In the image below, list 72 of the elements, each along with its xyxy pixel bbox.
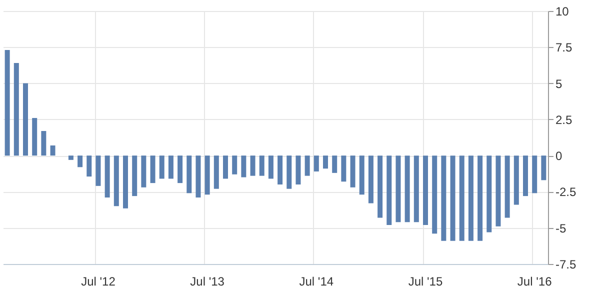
y-tick-label: 10 [556, 4, 570, 18]
bar [514, 156, 519, 205]
x-tick-label: Jul '12 [81, 274, 116, 286]
y-tick-label: -7.5 [556, 258, 577, 272]
bar [532, 156, 538, 194]
y-tick-label: 0 [556, 149, 562, 164]
bar [432, 156, 438, 234]
bar [323, 156, 328, 169]
bar [359, 156, 364, 195]
bar [368, 156, 374, 204]
bar [214, 156, 219, 189]
bar [259, 156, 264, 176]
bar [141, 156, 146, 188]
bar [278, 156, 283, 184]
bar [286, 156, 292, 189]
bar [423, 156, 428, 225]
bar [504, 156, 510, 218]
bar [486, 156, 492, 232]
bar [450, 156, 456, 241]
y-tick-label: -5 [556, 221, 566, 236]
bar [196, 156, 201, 198]
bar [223, 156, 228, 179]
bar [168, 156, 174, 179]
bar [50, 145, 56, 156]
bar [14, 63, 19, 156]
bar [396, 156, 401, 222]
bar [541, 156, 546, 180]
bar [496, 156, 501, 226]
bar [268, 156, 274, 179]
x-tick-label: Jul '15 [408, 274, 443, 286]
bar [41, 130, 46, 156]
bar [468, 156, 474, 241]
bar [86, 156, 92, 177]
bar [341, 156, 346, 182]
bar [441, 156, 446, 241]
y-tick-label: -2.5 [556, 185, 577, 200]
bar [296, 156, 301, 184]
y-tick-label: 2.5 [556, 112, 573, 127]
bar [159, 156, 164, 179]
bar [68, 156, 74, 160]
bar [523, 156, 528, 196]
bar [386, 156, 392, 225]
bar [378, 156, 383, 218]
bar [332, 156, 338, 173]
bar [96, 156, 101, 186]
bar [232, 156, 238, 174]
bar [459, 156, 464, 241]
bar [186, 156, 192, 194]
bar [241, 156, 246, 178]
bar [304, 156, 310, 176]
bar [78, 156, 83, 168]
x-tick-label: Jul '13 [190, 274, 225, 286]
bar [23, 83, 28, 156]
bar [404, 156, 410, 222]
bar [114, 156, 119, 206]
bar [204, 156, 210, 195]
bar [132, 156, 138, 196]
bar [104, 156, 110, 198]
bar [478, 156, 483, 241]
x-tick-label: Jul '16 [517, 274, 552, 286]
y-tick-label: 5 [556, 76, 562, 91]
bar [314, 156, 319, 172]
bar [178, 156, 183, 184]
bar [150, 156, 156, 184]
bar [4, 50, 10, 156]
bar [123, 156, 128, 208]
bar [414, 156, 419, 222]
bar [32, 118, 38, 156]
bar [350, 156, 356, 188]
y-tick-label: 7.5 [556, 40, 573, 55]
x-tick-label: Jul '14 [299, 274, 334, 286]
bar [250, 156, 256, 176]
